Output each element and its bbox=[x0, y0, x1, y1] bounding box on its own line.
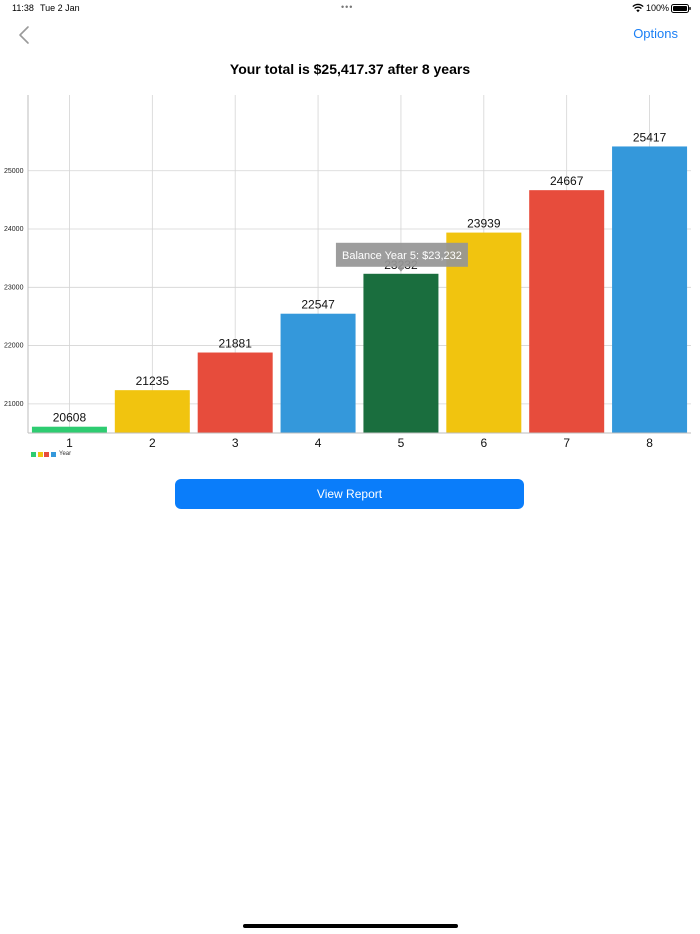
bar-value-label: 23939 bbox=[467, 217, 501, 231]
bar-year-7 bbox=[529, 190, 605, 433]
bar-value-label: 20608 bbox=[53, 411, 87, 425]
bar-year-1 bbox=[31, 426, 107, 433]
bar-tooltip: Balance Year 5: $23,232 bbox=[335, 242, 468, 272]
status-bar: 11:38 Tue 2 Jan ••• 100% bbox=[0, 0, 700, 18]
tooltip-text: Balance Year 5: $23,232 bbox=[342, 250, 462, 262]
tooltip-box bbox=[335, 242, 468, 267]
legend-label: Year bbox=[59, 451, 72, 457]
options-button[interactable]: Options bbox=[633, 26, 678, 41]
battery-percent: 100% bbox=[646, 3, 670, 13]
back-chevron-icon[interactable] bbox=[14, 24, 36, 46]
x-tick-label: 8 bbox=[646, 436, 653, 447]
bar-value-label: 24667 bbox=[550, 174, 584, 188]
y-tick-label: 25000 bbox=[4, 168, 24, 175]
bar-value-label: 21235 bbox=[136, 374, 170, 388]
page-title: Your total is $25,417.37 after 8 years bbox=[229, 61, 471, 77]
status-date: Tue 2 Jan bbox=[40, 3, 80, 13]
x-tick-label: 7 bbox=[563, 436, 570, 447]
x-tick-label: 1 bbox=[66, 436, 73, 447]
bar-year-8 bbox=[612, 146, 688, 433]
y-tick-label: 24000 bbox=[4, 226, 24, 233]
y-tick-label: 21000 bbox=[4, 401, 24, 408]
bar-year-3 bbox=[197, 352, 273, 433]
legend-swatch bbox=[50, 451, 56, 457]
legend-swatch bbox=[31, 451, 36, 457]
bar-value-label: 21881 bbox=[219, 337, 253, 351]
chart-legend: Year bbox=[31, 450, 71, 458]
y-tick-label: 22000 bbox=[4, 343, 24, 350]
y-tick-label: 23000 bbox=[4, 284, 24, 291]
home-indicator[interactable] bbox=[243, 924, 458, 928]
bar-value-label: 25417 bbox=[633, 130, 667, 144]
x-tick-label: 5 bbox=[398, 436, 405, 447]
tooltip-pointer bbox=[396, 266, 405, 272]
view-report-button[interactable]: View Report bbox=[175, 479, 524, 509]
bar-year-4 bbox=[280, 313, 356, 433]
legend-swatch bbox=[37, 451, 43, 457]
battery-full-icon bbox=[671, 4, 691, 13]
ellipsis-icon[interactable]: ••• bbox=[341, 2, 354, 12]
bar-year-5 bbox=[363, 273, 439, 433]
balance-bar-chart: 21000 22000 23000 24000 25000 20608 21235 21881… bbox=[4, 95, 691, 447]
bar-value-label: 22547 bbox=[301, 298, 335, 312]
wifi-icon bbox=[632, 3, 644, 13]
x-tick-label: 6 bbox=[480, 436, 487, 447]
x-tick-label: 2 bbox=[149, 436, 156, 447]
x-tick-label: 3 bbox=[232, 436, 239, 447]
bar-year-2 bbox=[114, 390, 190, 433]
x-tick-label: 4 bbox=[315, 436, 322, 447]
status-time: 11:38 bbox=[12, 3, 34, 13]
legend-swatch bbox=[44, 451, 49, 457]
